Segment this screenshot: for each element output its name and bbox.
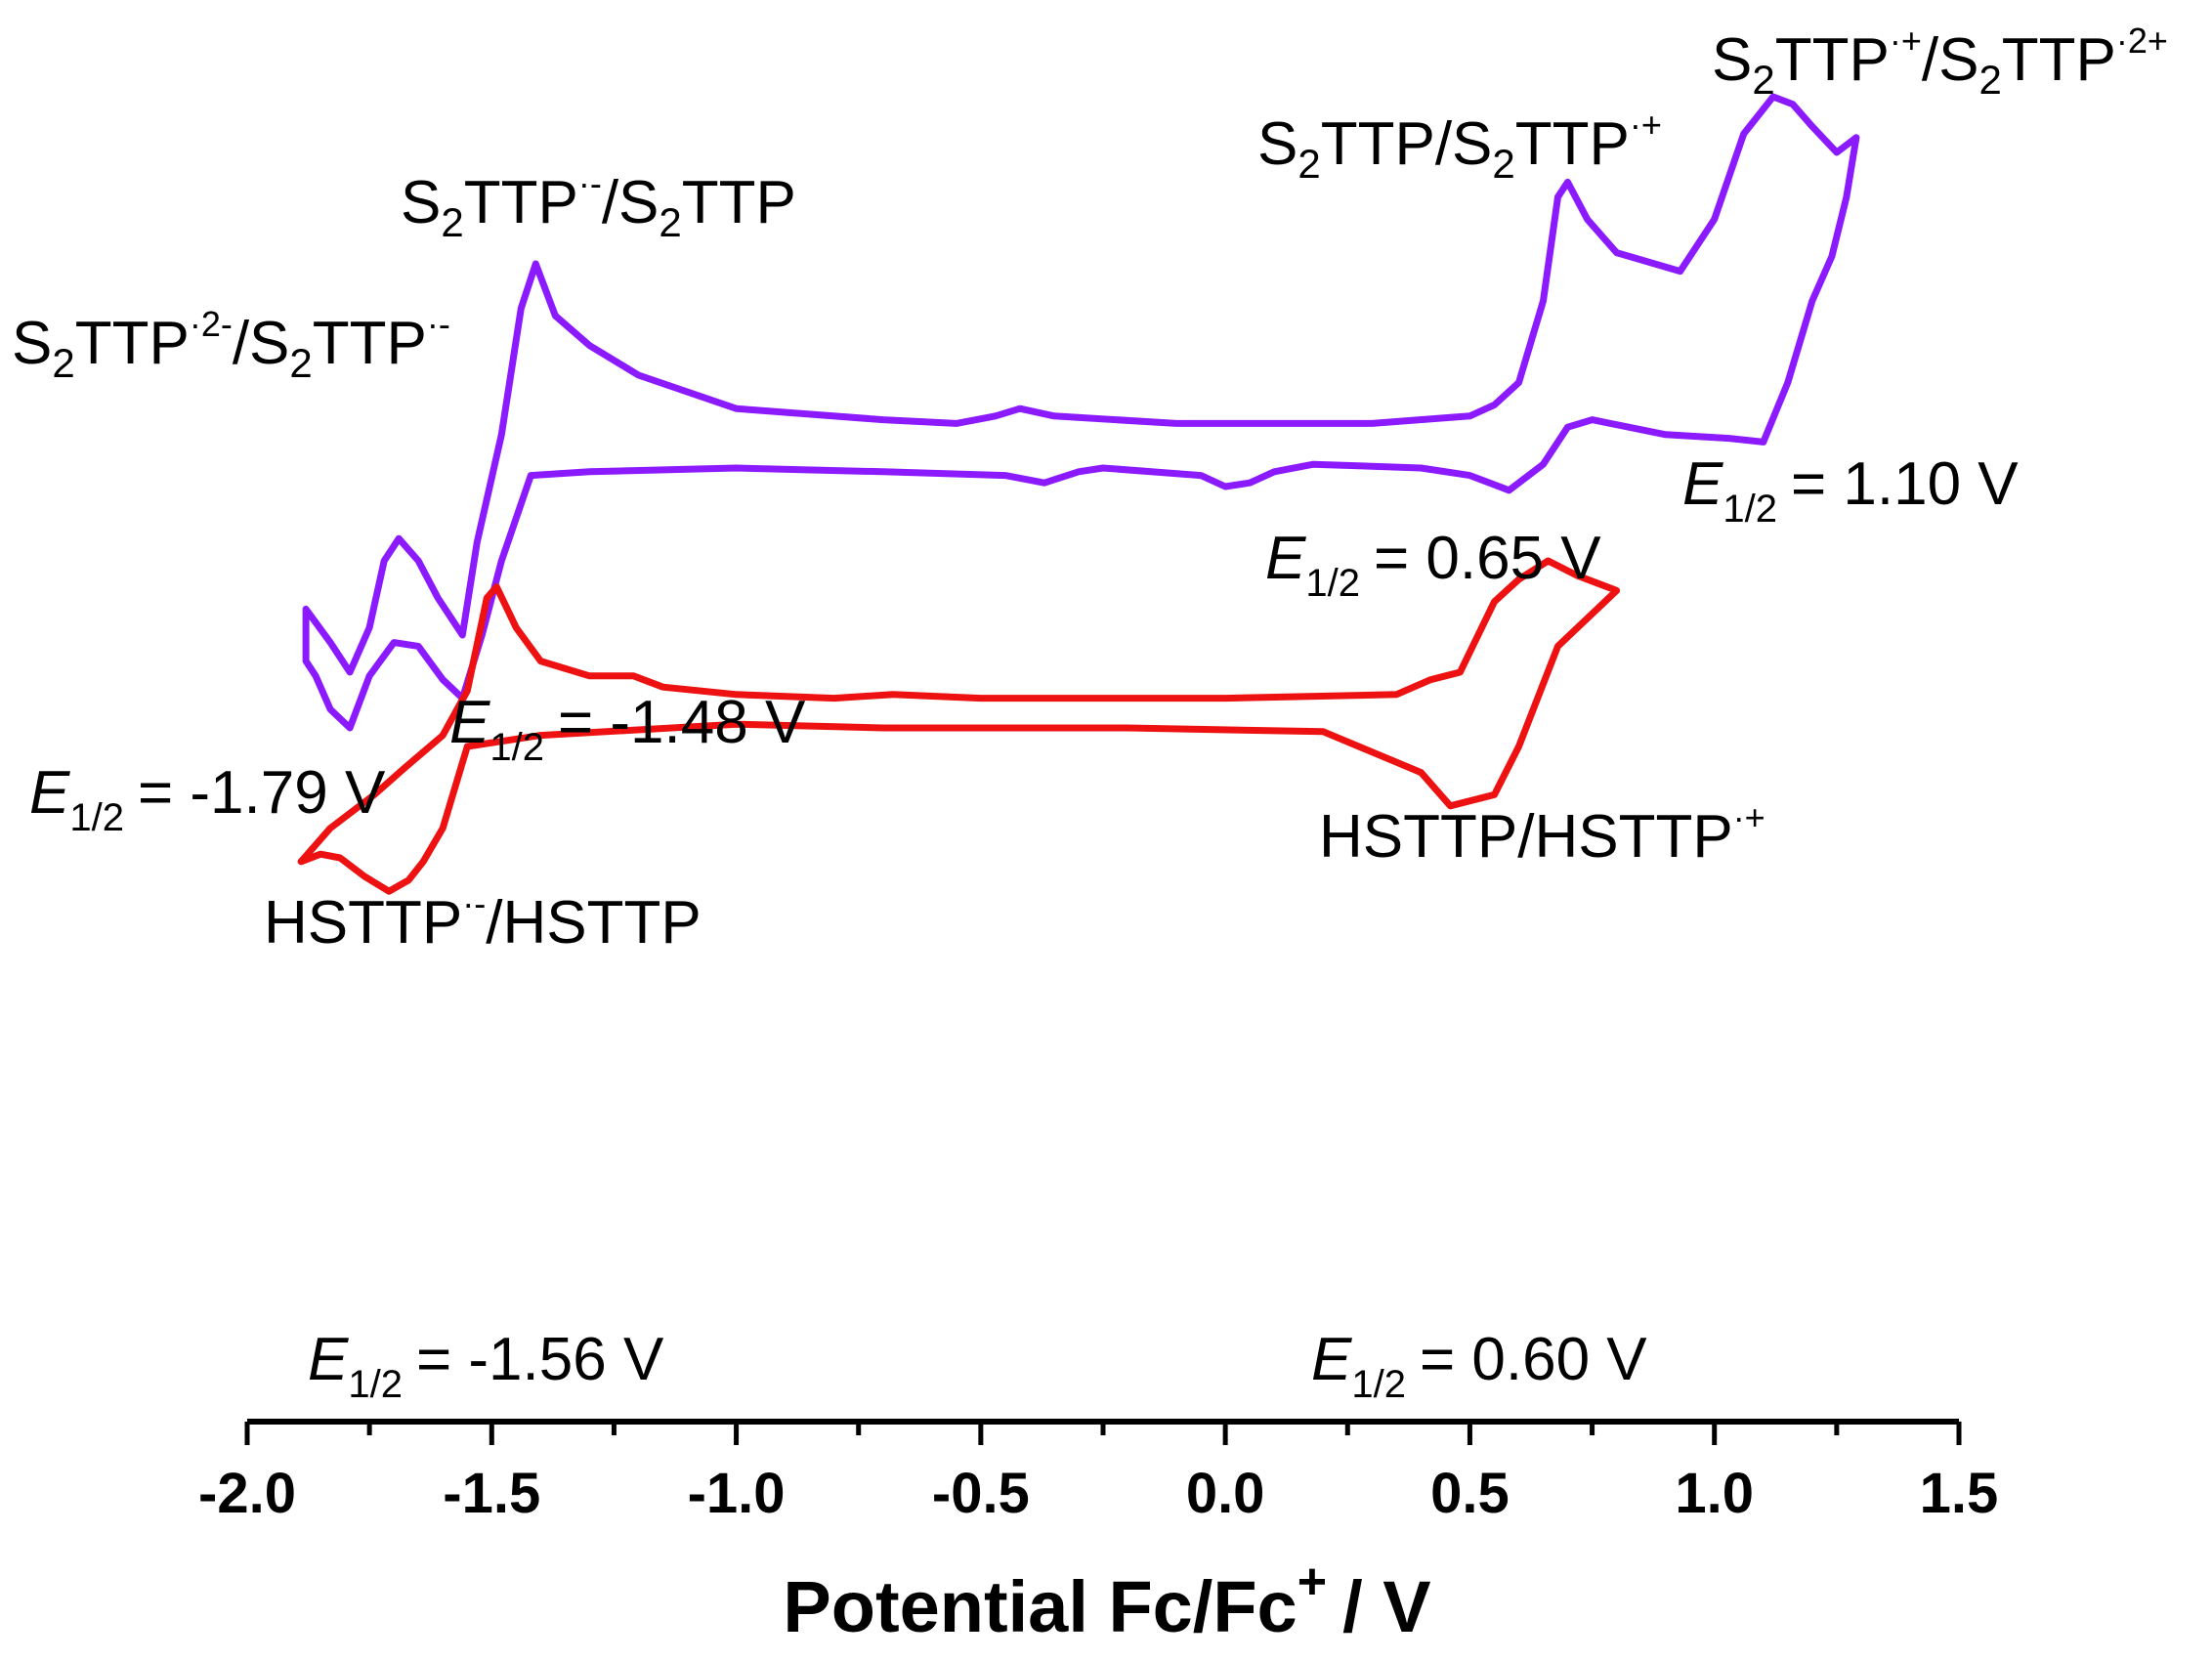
e-half-label-minus-1-79: E1/2 = -1.79 V [29, 759, 386, 839]
x-tick-label: 0.0 [1186, 1462, 1265, 1525]
x-tick-label: -0.5 [932, 1462, 1030, 1525]
x-tick-label: 1.5 [1920, 1462, 1999, 1525]
label-s2ttp-anion-couple: S2TTP·-/S2TTP [401, 163, 796, 245]
e-half-label-minus-1-56: E1/2 = -1.56 V [308, 1326, 664, 1406]
x-axis-title: Potential Fc/Fc+ / V [783, 1554, 1430, 1647]
e-half-label-minus-1-48: E1/2 = -1.48 V [449, 689, 806, 769]
label-s2ttp-cation-couple: S2TTP/S2TTP·+ [1257, 105, 1662, 187]
x-axis-tick-labels: -2.0 -1.5 -1.0 -0.5 0.0 0.5 1.0 1.5 [198, 1462, 1998, 1525]
label-hsttp-cation-couple: HSTTP/HSTTP·+ [1319, 797, 1765, 871]
e-half-label-0-60: E1/2 = 0.60 V [1311, 1326, 1647, 1406]
x-tick-label: 1.0 [1675, 1462, 1754, 1525]
label-hsttp-anion-couple: HSTTP·-/HSTTP [264, 883, 702, 957]
hsttp-cv-trace [297, 557, 1621, 895]
label-s2ttp-dication-couple: S2TTP·+/S2TTP·2+ [1712, 21, 2168, 103]
x-tick-label: 0.5 [1430, 1462, 1510, 1525]
e-half-label-1-10: E1/2 = 1.10 V [1682, 450, 2019, 531]
x-tick-label: -1.0 [688, 1462, 786, 1525]
label-s2ttp-dianion-couple: S2TTP·2-/S2TTP·- [12, 304, 450, 386]
s2ttp-cv-trace [302, 93, 1860, 732]
x-tick-label: -1.5 [443, 1462, 540, 1525]
x-axis-ticks [244, 1422, 1962, 1445]
e-half-label-0-65: E1/2 = 0.65 V [1265, 525, 1601, 605]
x-tick-label: -2.0 [198, 1462, 296, 1525]
